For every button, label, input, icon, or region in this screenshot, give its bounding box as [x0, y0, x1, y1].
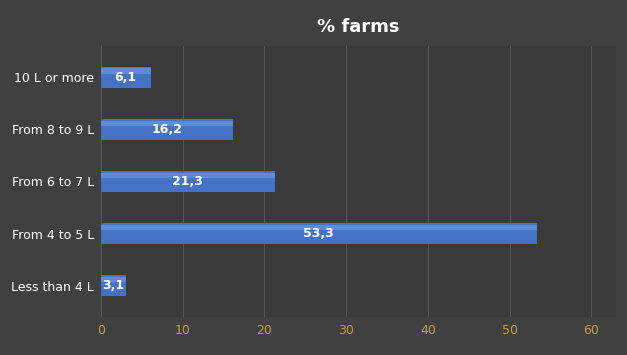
- Bar: [101, 69, 150, 74]
- Bar: [101, 223, 537, 244]
- Bar: [101, 67, 150, 88]
- Bar: [101, 121, 233, 126]
- Text: 53,3: 53,3: [303, 227, 334, 240]
- Bar: [101, 225, 537, 230]
- Text: 16,2: 16,2: [152, 123, 182, 136]
- Title: % farms: % farms: [317, 18, 399, 36]
- Bar: [101, 173, 275, 178]
- Text: 21,3: 21,3: [172, 175, 203, 188]
- Bar: [101, 275, 126, 296]
- Bar: [101, 171, 275, 192]
- Text: 3,1: 3,1: [102, 279, 125, 292]
- Bar: [101, 277, 126, 282]
- Bar: [101, 119, 233, 140]
- Text: 6,1: 6,1: [115, 71, 137, 84]
